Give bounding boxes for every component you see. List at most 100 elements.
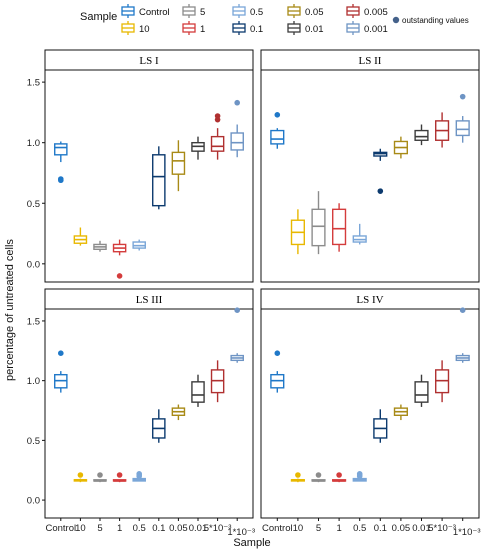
x-tick-label: 0.05 [169, 523, 188, 534]
box-0-1 [373, 148, 388, 194]
box-5-10 [210, 113, 225, 160]
box-body [270, 129, 285, 145]
x-tick-label: 0.05 [392, 523, 411, 534]
panel-frame [44, 308, 254, 519]
y-tick-label: 0.0 [27, 496, 40, 507]
x-tick-label: 10 [75, 523, 86, 534]
legend-label: 0.005 [364, 7, 388, 18]
legend-label: 0.1 [250, 24, 263, 35]
panel-ls-iv: LS IV Control 10 5 1 0.5 0.1 0.05 0.015*10⁻³1*10… [260, 288, 481, 538]
panel-ls-ii: LS II [260, 49, 480, 283]
outlier-point [377, 188, 384, 194]
box-5-10 [435, 112, 450, 148]
outlier-point [459, 93, 466, 100]
outlier-point [58, 350, 64, 356]
y-tick-label: 0.5 [27, 199, 40, 210]
box-1: 1 [112, 472, 127, 534]
x-tick-label: 5*10⁻³ [428, 523, 456, 534]
x-tick-label: 0.1 [152, 523, 165, 534]
outlier-point [136, 473, 142, 480]
box-10: 10 [290, 472, 305, 534]
y-tick-label: 1.0 [27, 138, 40, 149]
outlier-point [116, 472, 123, 478]
box-1-10 [230, 99, 244, 158]
box-control: Control [45, 350, 76, 534]
outlier-point [234, 307, 240, 313]
legend-item-0-1: 0.1 [232, 21, 263, 35]
outlier-point [274, 350, 281, 356]
box-5 [311, 191, 326, 255]
legend-label: 5 [200, 7, 205, 18]
y-tick-label: 1.5 [27, 316, 40, 327]
box-body [152, 154, 166, 207]
legend-item-0-5: 0.5 [232, 4, 263, 18]
box-0-05: 0.05 [392, 404, 411, 534]
legend-label: 0.001 [364, 24, 388, 35]
legend-outlier-label: outstanding values [402, 16, 469, 25]
x-tick-label: Control [45, 523, 76, 534]
x-tick-label: 0.5 [133, 523, 146, 534]
x-tick-label: 10 [293, 523, 304, 534]
x-tick-label: 0.01 [189, 523, 208, 534]
outlier-point [274, 112, 281, 118]
box-body [455, 120, 470, 137]
x-tick-label: 1 [117, 523, 122, 534]
x-tick-label: 5 [97, 523, 102, 534]
box-0-5: 0.5 [132, 471, 146, 534]
box-0-5 [132, 239, 146, 251]
box-body [54, 143, 68, 156]
box-1-10: 1*10⁻³ [227, 307, 255, 538]
box-0-1: 0.1 [373, 409, 388, 534]
legend-label: 0.5 [250, 7, 263, 18]
panels: LS I 0.0 0.5 1.0 1.5 LS II LS III 0.0 0.5 1.0 1.5 C… [27, 49, 481, 538]
box-0-05 [393, 136, 408, 159]
box-10 [290, 209, 305, 255]
legend: Sample Control 10 5 1 0.5 0.1 0.05 0.01 0.005 0.00… [80, 4, 469, 35]
box-0-01: 0.01 [189, 374, 208, 534]
outlier-point [234, 99, 240, 106]
legend-item-0-005: 0.005 [346, 4, 388, 18]
legend-label: 0.01 [305, 24, 324, 35]
box-1-10: 1*10⁻³ [453, 307, 481, 538]
box-0-01: 0.01 [412, 374, 431, 534]
box-10 [73, 227, 88, 246]
legend-item-outliers: outstanding values [392, 16, 469, 25]
legend-item-5: 5 [182, 4, 205, 18]
box-5: 5 [311, 472, 326, 534]
box-0-01 [414, 124, 429, 146]
legend-item-0-001: 0.001 [346, 21, 388, 35]
box-0-05 [171, 140, 186, 192]
box-control [54, 141, 68, 184]
legend-item-0-01: 0.01 [287, 21, 324, 35]
box-0-05: 0.05 [169, 404, 188, 534]
box-0-5 [352, 223, 367, 245]
legend-item-0-05: 0.05 [287, 4, 324, 18]
box-control: Control [262, 350, 293, 534]
box-body [311, 208, 326, 247]
outlier-point [315, 472, 322, 478]
box-body [414, 381, 429, 403]
box-0-1 [152, 146, 166, 210]
legend-outlier-dot [392, 16, 400, 24]
outlier-point [295, 472, 301, 478]
outlier-point [214, 116, 221, 123]
box-body [332, 208, 347, 246]
x-tick-label: 1*10⁻³ [453, 527, 481, 538]
legend-item-10: 10 [121, 21, 150, 35]
x-tick-label: 1 [336, 523, 341, 534]
outlier-point [116, 273, 123, 279]
x-tick-label: 5 [316, 523, 321, 534]
box-1: 1 [332, 472, 347, 534]
x-tick-label: Control [262, 523, 293, 534]
panel-title: LS II [359, 55, 382, 67]
box-body [230, 132, 244, 151]
box-1 [112, 239, 127, 279]
panel-frame [44, 69, 254, 283]
box-body [210, 135, 225, 152]
box-5-10: 5*10⁻³ [428, 360, 456, 534]
box-0-5: 0.5 [352, 471, 367, 534]
box-control [270, 112, 285, 149]
panel-title: LS III [136, 294, 163, 306]
box-body [171, 151, 186, 175]
